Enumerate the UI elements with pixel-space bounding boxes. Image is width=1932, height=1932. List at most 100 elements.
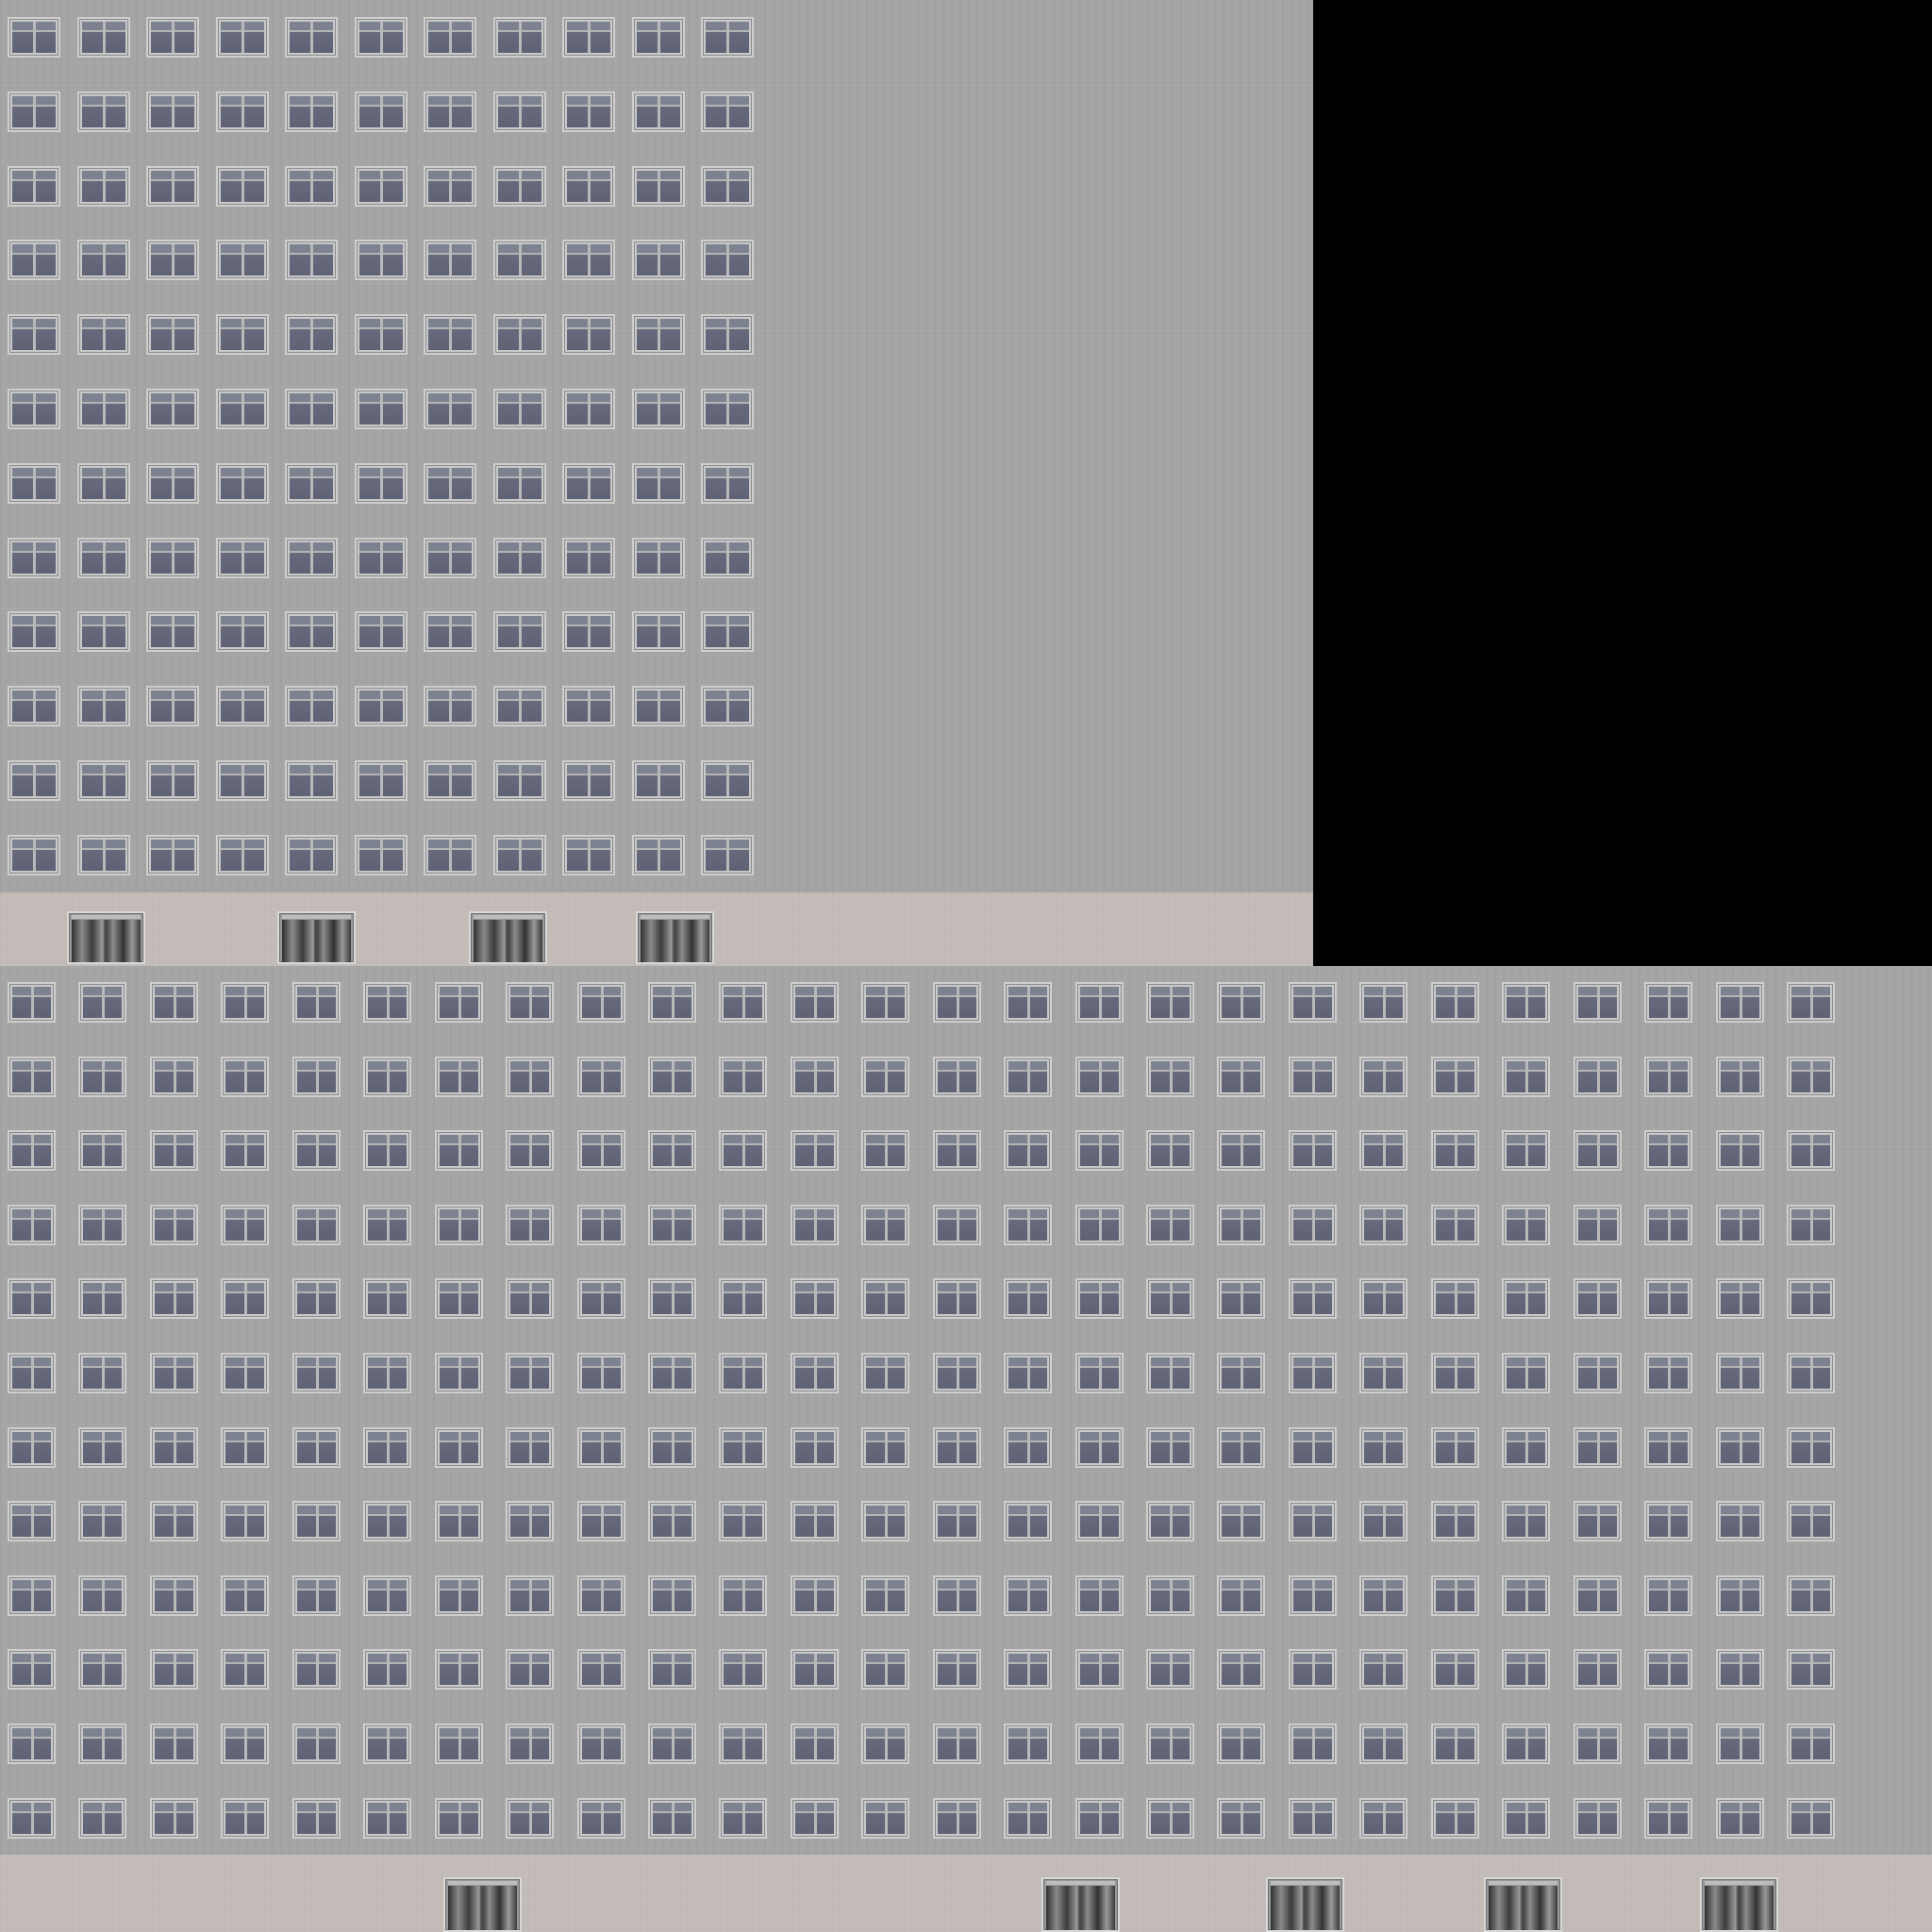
window bbox=[493, 314, 546, 355]
window bbox=[791, 1724, 839, 1764]
window bbox=[701, 686, 754, 726]
window-transom bbox=[1293, 1588, 1332, 1591]
window bbox=[1289, 982, 1337, 1023]
window bbox=[78, 1649, 126, 1690]
window-transom bbox=[637, 550, 680, 553]
window bbox=[1075, 1130, 1124, 1171]
window-transom bbox=[724, 1736, 762, 1739]
window-transom bbox=[1436, 1365, 1474, 1368]
window bbox=[1716, 1130, 1764, 1171]
window-transom bbox=[706, 773, 749, 775]
window bbox=[1359, 1427, 1407, 1468]
window bbox=[1217, 1130, 1265, 1171]
window bbox=[1146, 1205, 1194, 1245]
window-transom bbox=[1364, 1661, 1403, 1664]
window-transom bbox=[1151, 1736, 1190, 1739]
window bbox=[648, 1057, 696, 1097]
window bbox=[221, 1798, 269, 1839]
window-transom bbox=[567, 252, 610, 255]
window bbox=[363, 1130, 411, 1171]
window bbox=[1574, 1798, 1622, 1839]
window-transom bbox=[653, 1291, 691, 1293]
window bbox=[1431, 1130, 1479, 1171]
window-transom bbox=[866, 1588, 905, 1591]
window-transom bbox=[567, 550, 610, 553]
window bbox=[8, 463, 60, 504]
window-transom bbox=[706, 550, 749, 553]
window bbox=[221, 1724, 269, 1764]
window bbox=[285, 389, 338, 429]
window-transom bbox=[1507, 1588, 1545, 1591]
window-transom bbox=[151, 326, 194, 329]
window-transom bbox=[225, 1291, 264, 1293]
window bbox=[77, 240, 130, 280]
window bbox=[1574, 1724, 1622, 1764]
window-transom bbox=[706, 847, 749, 850]
window-transom bbox=[368, 994, 407, 997]
window bbox=[632, 92, 685, 132]
window-transom bbox=[1507, 1440, 1545, 1442]
window bbox=[285, 463, 338, 504]
window bbox=[577, 1724, 625, 1764]
window-transom bbox=[155, 1588, 193, 1591]
window bbox=[562, 835, 615, 875]
window-transom bbox=[440, 994, 478, 997]
window bbox=[221, 1205, 269, 1245]
window bbox=[1004, 1205, 1052, 1245]
window bbox=[435, 1278, 483, 1319]
window-transom bbox=[12, 994, 51, 997]
window-transom bbox=[225, 1736, 264, 1739]
window bbox=[933, 1278, 981, 1319]
window-transom bbox=[938, 1588, 976, 1591]
window-transom bbox=[706, 29, 749, 32]
window bbox=[493, 686, 546, 726]
window bbox=[791, 1575, 839, 1616]
window bbox=[933, 982, 981, 1023]
window bbox=[8, 1427, 56, 1468]
window-transom bbox=[1151, 1513, 1190, 1516]
window bbox=[562, 17, 615, 58]
window bbox=[424, 463, 476, 504]
window bbox=[1217, 1205, 1265, 1245]
window bbox=[493, 166, 546, 207]
window-transom bbox=[795, 1365, 834, 1368]
window bbox=[146, 389, 199, 429]
window bbox=[221, 1575, 269, 1616]
window-transom bbox=[498, 178, 541, 181]
window-transom bbox=[567, 698, 610, 701]
window-transom bbox=[225, 1588, 264, 1591]
window bbox=[933, 1649, 981, 1690]
window-transom bbox=[12, 1069, 51, 1072]
window bbox=[648, 1427, 696, 1468]
window-transom bbox=[938, 1661, 976, 1664]
window-transom bbox=[1507, 1291, 1545, 1293]
window bbox=[1075, 1798, 1124, 1839]
window bbox=[861, 1130, 909, 1171]
window bbox=[1644, 1057, 1692, 1097]
window bbox=[506, 1353, 554, 1393]
window-transom bbox=[428, 326, 472, 329]
window-transom bbox=[83, 1142, 122, 1145]
window-transom bbox=[1080, 1661, 1119, 1664]
window-transom bbox=[1721, 1513, 1759, 1516]
window-transom bbox=[368, 1142, 407, 1145]
window-transom bbox=[290, 104, 333, 107]
window-transom bbox=[440, 1661, 478, 1664]
window-transom bbox=[1721, 994, 1759, 997]
window bbox=[1431, 1724, 1479, 1764]
window bbox=[363, 1798, 411, 1839]
window-transom bbox=[1578, 1440, 1617, 1442]
window-transom bbox=[290, 550, 333, 553]
entrance-door bbox=[469, 911, 547, 964]
window-transom bbox=[368, 1440, 407, 1442]
window bbox=[216, 389, 269, 429]
window bbox=[791, 1130, 839, 1171]
window-transom bbox=[1364, 1291, 1403, 1293]
window bbox=[506, 982, 554, 1023]
window-transom bbox=[582, 1365, 621, 1368]
window-transom bbox=[1791, 1365, 1830, 1368]
window bbox=[933, 1798, 981, 1839]
window bbox=[363, 1057, 411, 1097]
window bbox=[1716, 1057, 1764, 1097]
window-transom bbox=[1721, 1069, 1759, 1072]
